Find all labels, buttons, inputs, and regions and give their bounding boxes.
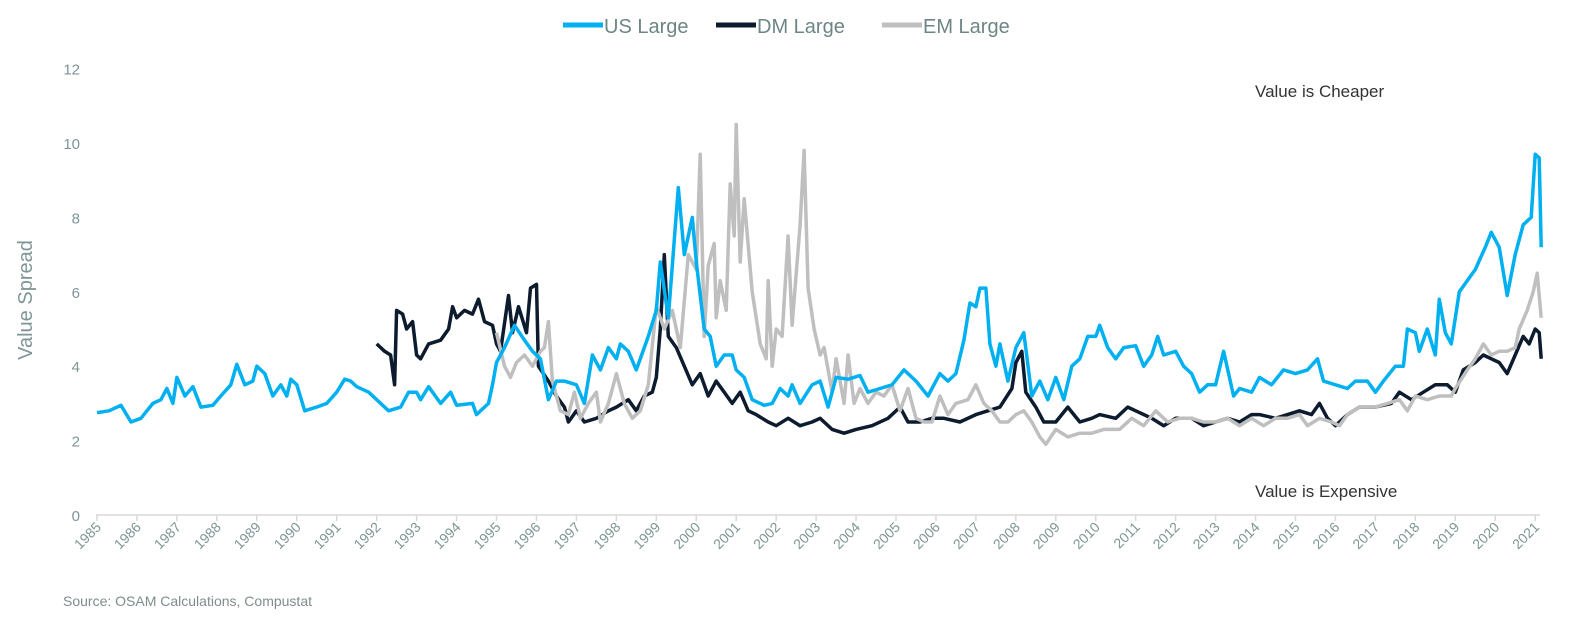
y-tick-label: 4: [72, 359, 80, 376]
source-note: Source: OSAM Calculations, Compustat: [63, 593, 312, 609]
x-tick-label: 2007: [950, 519, 983, 552]
x-tick-label: 1986: [111, 519, 144, 552]
x-tick-label: 2004: [830, 519, 863, 552]
x-tick-label: 2010: [1070, 519, 1103, 552]
x-tick-label: 1993: [390, 519, 423, 552]
x-tick-label: 2005: [870, 519, 903, 552]
y-axis: 0 2 4 6 8 10 12: [63, 62, 80, 525]
x-tick-label: 2011: [1110, 519, 1143, 552]
legend-label: EM Large: [923, 16, 1010, 38]
x-tick-label: 2012: [1149, 519, 1182, 552]
x-tick-label: 2019: [1429, 519, 1462, 552]
x-tick-label: 2014: [1229, 519, 1262, 552]
legend-label: DM Large: [757, 16, 845, 38]
y-tick-label: 10: [63, 136, 80, 153]
x-tick-label: 2020: [1469, 519, 1502, 552]
y-tick-label: 6: [72, 285, 80, 302]
annotation-expensive: Value is Expensive: [1255, 482, 1397, 501]
x-tick-label: 2008: [990, 519, 1023, 552]
series-line-us-large: [96, 152, 1543, 424]
x-tick-label: 1996: [510, 519, 543, 552]
x-tick-label: 1992: [350, 519, 383, 552]
x-tick-label: 2001: [710, 519, 743, 552]
x-tick-label: 1988: [191, 519, 224, 552]
x-axis: 1985 1986 1987 1988 1989 1990 1991 1992 1993 1994…: [71, 514, 1542, 552]
x-tick-label: 2017: [1349, 519, 1382, 552]
annotation-cheaper: Value is Cheaper: [1255, 82, 1384, 101]
y-tick-label: 12: [63, 62, 80, 79]
x-tick-label: 1998: [590, 519, 623, 552]
legend: US Large DM Large EM Large: [563, 16, 1010, 38]
x-tick-label: 1999: [630, 519, 663, 552]
y-tick-label: 2: [72, 434, 80, 451]
x-tick-label: 2016: [1309, 519, 1342, 552]
x-tick-label: 1989: [231, 519, 264, 552]
x-tick-label: 2018: [1389, 519, 1422, 552]
series-lines: [96, 122, 1543, 447]
x-tick-label: 1987: [151, 519, 184, 552]
x-tick-label: 2015: [1269, 519, 1302, 552]
x-tick-label: 2009: [1030, 519, 1063, 552]
x-tick-label: 1991: [310, 519, 343, 552]
x-tick-label: 2006: [910, 519, 943, 552]
x-tick-label: 2002: [750, 519, 783, 552]
y-tick-label: 8: [72, 210, 80, 227]
legend-label: US Large: [604, 16, 689, 38]
y-axis-label: Value Spread: [15, 240, 37, 360]
x-tick-label: 1990: [271, 519, 304, 552]
x-tick-label: 1994: [430, 519, 463, 552]
x-tick-label: 2013: [1189, 519, 1222, 552]
series-line-em-large: [494, 122, 1543, 447]
x-tick-label: 1995: [470, 519, 503, 552]
x-tick-label: 1997: [550, 519, 583, 552]
y-tick-label: 0: [72, 508, 80, 525]
x-tick-label: 2000: [670, 519, 703, 552]
x-tick-label: 2003: [790, 519, 823, 552]
x-tick-label: 2021: [1509, 519, 1542, 552]
